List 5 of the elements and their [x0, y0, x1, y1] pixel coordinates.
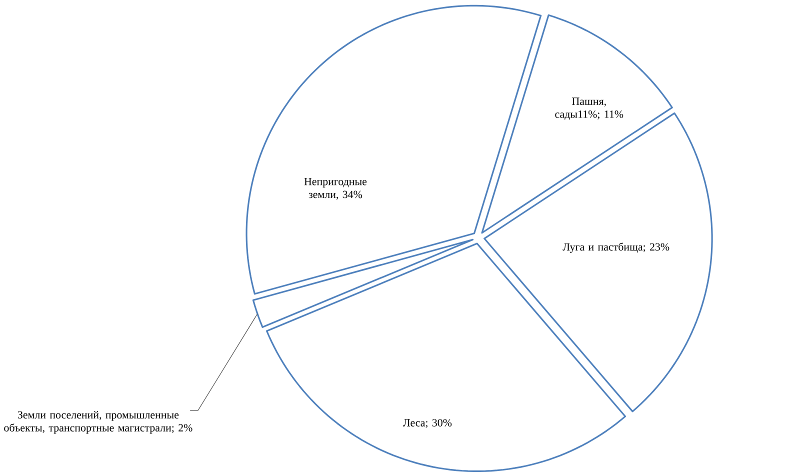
slice-label: Луга и пастбища; 23% [562, 242, 670, 253]
slice-label: Леса; 30% [403, 418, 452, 428]
slice-label: Пашня, сады11%; 11% [555, 97, 624, 120]
slice-label: Земли поселений, промышленные объекты, транспортные магистрали; 2% [4, 410, 192, 434]
slice-label: Непригодные земли, 34% [304, 178, 367, 200]
